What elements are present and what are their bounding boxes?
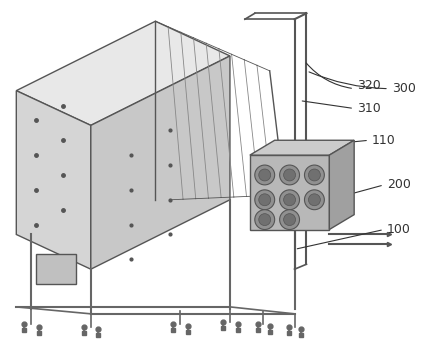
Text: 110: 110 (372, 134, 396, 147)
Circle shape (259, 214, 271, 226)
Circle shape (259, 169, 271, 181)
Polygon shape (91, 56, 230, 269)
Circle shape (304, 190, 324, 210)
Circle shape (259, 194, 271, 206)
Text: 320: 320 (357, 79, 381, 92)
Text: 300: 300 (392, 82, 416, 95)
Circle shape (284, 214, 295, 226)
Circle shape (280, 165, 299, 185)
Text: 310: 310 (357, 102, 381, 115)
Circle shape (280, 190, 299, 210)
Circle shape (255, 165, 275, 185)
Circle shape (308, 194, 320, 206)
Circle shape (284, 169, 295, 181)
Circle shape (284, 194, 295, 206)
Text: 100: 100 (387, 223, 411, 236)
Circle shape (304, 165, 324, 185)
Circle shape (308, 169, 320, 181)
Polygon shape (250, 140, 354, 155)
Circle shape (280, 210, 299, 229)
Text: 200: 200 (387, 178, 411, 191)
Polygon shape (36, 254, 76, 284)
Polygon shape (16, 21, 230, 126)
Circle shape (255, 190, 275, 210)
Polygon shape (16, 91, 91, 269)
Circle shape (255, 210, 275, 229)
Polygon shape (329, 140, 354, 229)
Polygon shape (250, 155, 329, 229)
